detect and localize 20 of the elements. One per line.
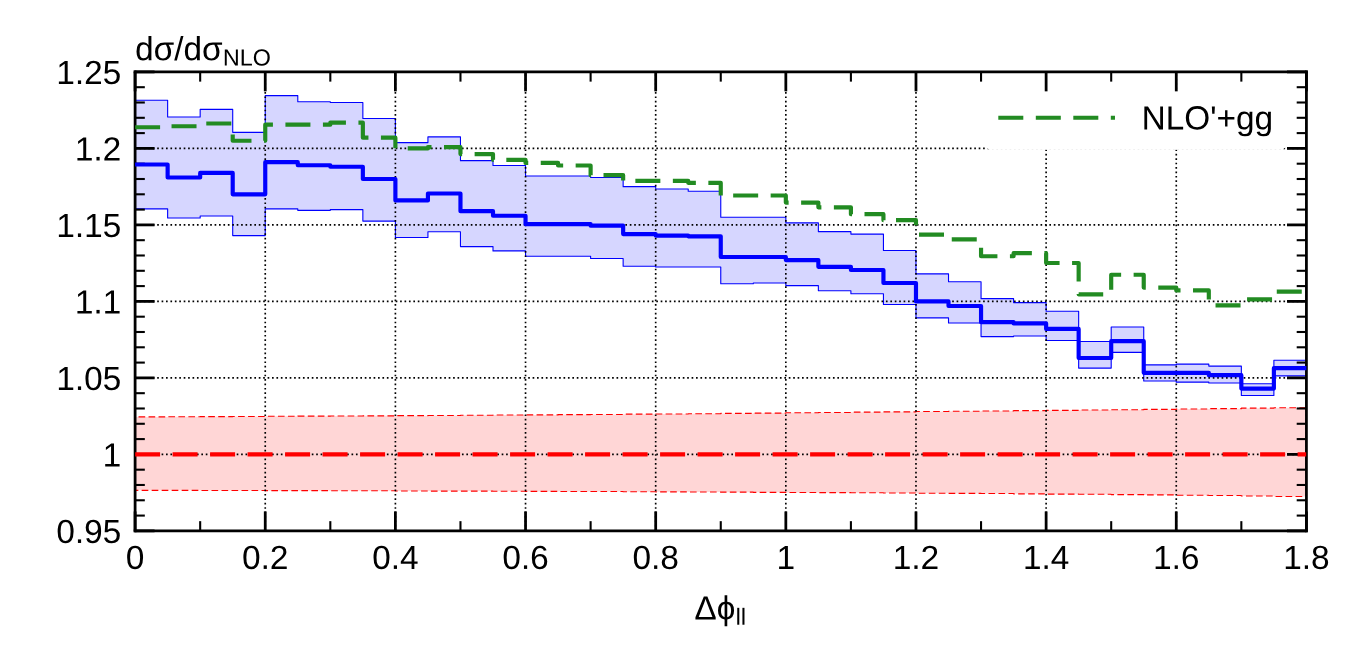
x-tick-label: 1.8	[1285, 545, 1329, 570]
x-tick-label: 1.4	[1025, 545, 1069, 569]
x-tick-label: 0.6	[503, 545, 548, 570]
x-tick-label: 0.8	[633, 545, 678, 570]
x-tick-label: 1.6	[1155, 545, 1198, 570]
x-tick-label: 0.2	[243, 545, 287, 570]
x-tick-label: 1	[779, 545, 794, 569]
y-tick-label: 0.95	[57, 519, 120, 544]
y-tick-label: 1.2	[77, 137, 120, 161]
y-tick-label: 1.1	[77, 290, 120, 314]
legend-label: NLO'+gg	[1144, 106, 1271, 137]
x-tick-label: 0	[127, 545, 144, 570]
y-tick-label: 1.15	[58, 214, 120, 238]
x-axis-title: Δϕ$_{ll}$	[695, 595, 745, 627]
x-tick-label: 0.4	[373, 545, 418, 570]
y-axis-title: dσ/dσ$_{NLO}$	[136, 36, 270, 66]
y-tick-label: 1	[105, 443, 120, 467]
x-tick-label: 1.2	[895, 545, 938, 569]
y-tick-label: 1.05	[58, 366, 120, 391]
y-tick-label: 1.25	[58, 60, 120, 85]
